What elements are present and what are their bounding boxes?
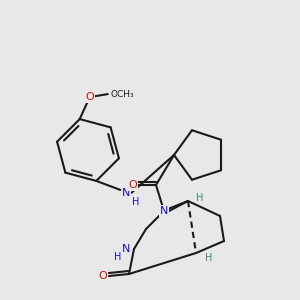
Text: H: H <box>114 252 122 262</box>
Text: H: H <box>205 253 213 263</box>
Text: N: N <box>122 244 130 254</box>
Text: H: H <box>132 197 139 207</box>
Text: N: N <box>160 206 168 216</box>
Text: OCH₃: OCH₃ <box>111 90 134 99</box>
Text: N: N <box>122 188 130 198</box>
Text: O: O <box>85 92 94 102</box>
Text: O: O <box>99 271 107 281</box>
Text: H: H <box>196 193 204 203</box>
Text: O: O <box>129 180 137 190</box>
